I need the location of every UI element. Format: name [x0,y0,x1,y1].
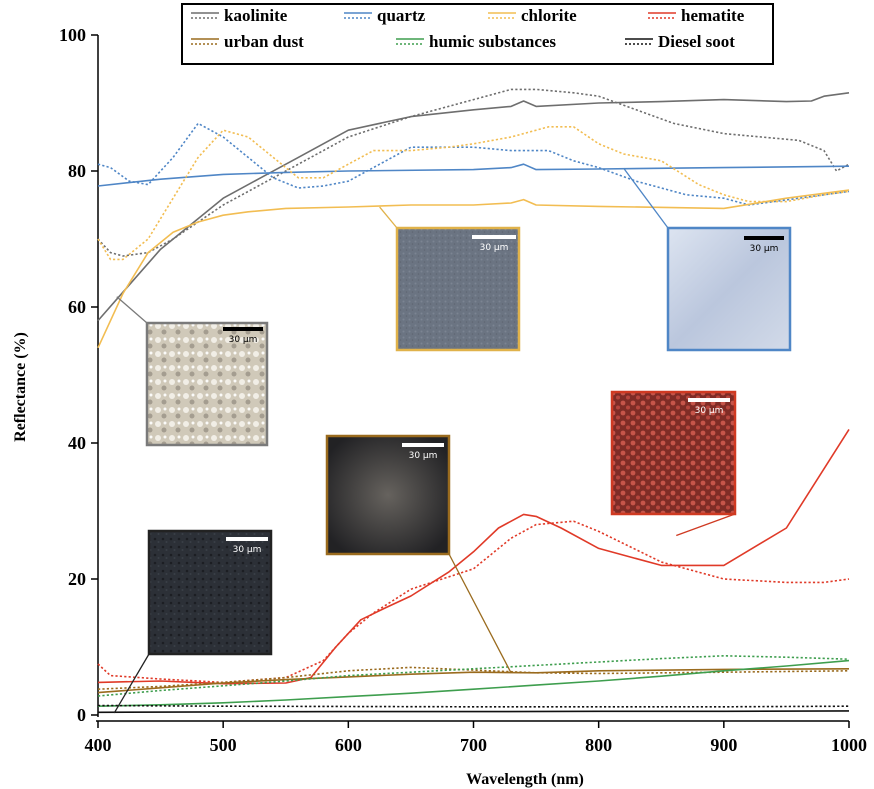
series-line-quartz-solid [97,163,850,187]
series-line-chlorite-solid [97,189,850,349]
micrograph-inset-hematite: 30 µm [610,390,737,516]
legend-label-chlorite: chlorite [521,6,577,25]
y-tick-label: 20 [68,569,86,589]
micrograph-image [668,228,790,350]
micrograph-inset-kaolinite: 30 µm [145,321,269,447]
legend-label-hematite: hematite [681,6,745,25]
series-line-kaolinite-dotted [97,88,850,257]
x-tick-label: 600 [335,735,362,755]
series-line-humic-substances-solid [97,659,850,707]
scale-bar-label: 30 µm [229,335,258,345]
micrograph-image [397,228,519,350]
series-line-hematite-solid [97,428,850,685]
micrograph-frame [610,390,737,516]
series-line-urban-dust-solid [97,667,850,694]
micrograph-inset-urban-dust: 30 µm [325,434,451,556]
x-axis-title: Wavelength (nm) [466,771,584,788]
scale-bar [226,537,268,541]
x-tick-label: 900 [710,735,737,755]
micrograph-frame [147,529,273,656]
scale-bar [402,443,444,447]
inset-pointer-urban-dust [448,553,512,674]
y-tick-label: 0 [77,705,86,725]
micrograph-image [612,392,735,514]
scale-bar [472,235,516,239]
y-tick-label: 100 [59,25,86,45]
micrograph-frame [325,434,451,556]
y-tick-label: 80 [68,161,86,181]
inset-pointer-chlorite [379,206,398,229]
x-tick-label: 700 [460,735,487,755]
series-line-diesel-soot-dotted [97,704,850,708]
y-tick-label: 40 [68,433,86,453]
legend-label-quartz: quartz [377,6,426,25]
series-line-urban-dust-dotted [97,666,850,690]
legend-label-humic-substances: humic substances [429,32,556,51]
scale-bar [744,236,784,240]
micrograph-image [147,323,267,445]
scale-bar-label: 30 µm [409,451,438,461]
legend-label-urban-dust: urban dust [224,32,304,51]
inset-pointer-diesel-soot [113,653,150,714]
scale-bar-label: 30 µm [480,243,509,253]
micrograph-image [327,436,449,554]
series-line-quartz-dotted [97,122,850,206]
scale-bar [688,398,730,402]
legend: kaolinite quartz chlorite hematite urban dus… [181,3,774,65]
legend-label-kaolinite: kaolinite [224,6,288,25]
y-tick-label: 60 [68,297,86,317]
series-line-kaolinite-solid [97,92,850,322]
y-axis-title: Reflectance (%) [12,332,29,442]
micrograph-inset-quartz: 30 µm [666,226,792,352]
legend-label-diesel-soot: Diesel soot [658,32,735,51]
micrograph-inset-chlorite: 30 µm [395,226,521,352]
legend-box [181,3,774,65]
inset-pointer-kaolinite [116,296,148,324]
series-line-diesel-soot-solid [97,710,850,714]
inset-pointer-hematite [676,513,736,537]
micrograph-frame [145,321,269,447]
axes: 0 20 40 60 80 100 400 500 600 700 800 900 1000 [59,25,867,755]
inset-pointer-quartz [623,167,669,229]
micrograph-frame [395,226,521,352]
x-tick-label: 500 [210,735,237,755]
inset-pointer-layer [113,167,736,714]
scale-bar-label: 30 µm [233,545,262,555]
scale-bar [223,327,263,331]
scale-bar-label: 30 µm [750,244,779,254]
micrograph-frame [666,226,792,352]
series-layer [97,88,850,714]
inset-layer: 30 µm 30 µm 30 µm 30 µm 30 µm 30 µm [145,226,792,656]
micrograph-image [149,531,271,654]
x-tick-label: 1000 [831,735,867,755]
x-tick-label: 800 [585,735,612,755]
x-tick-label: 400 [85,735,112,755]
scale-bar-label: 30 µm [695,406,724,416]
micrograph-inset-diesel-soot: 30 µm [147,529,273,656]
